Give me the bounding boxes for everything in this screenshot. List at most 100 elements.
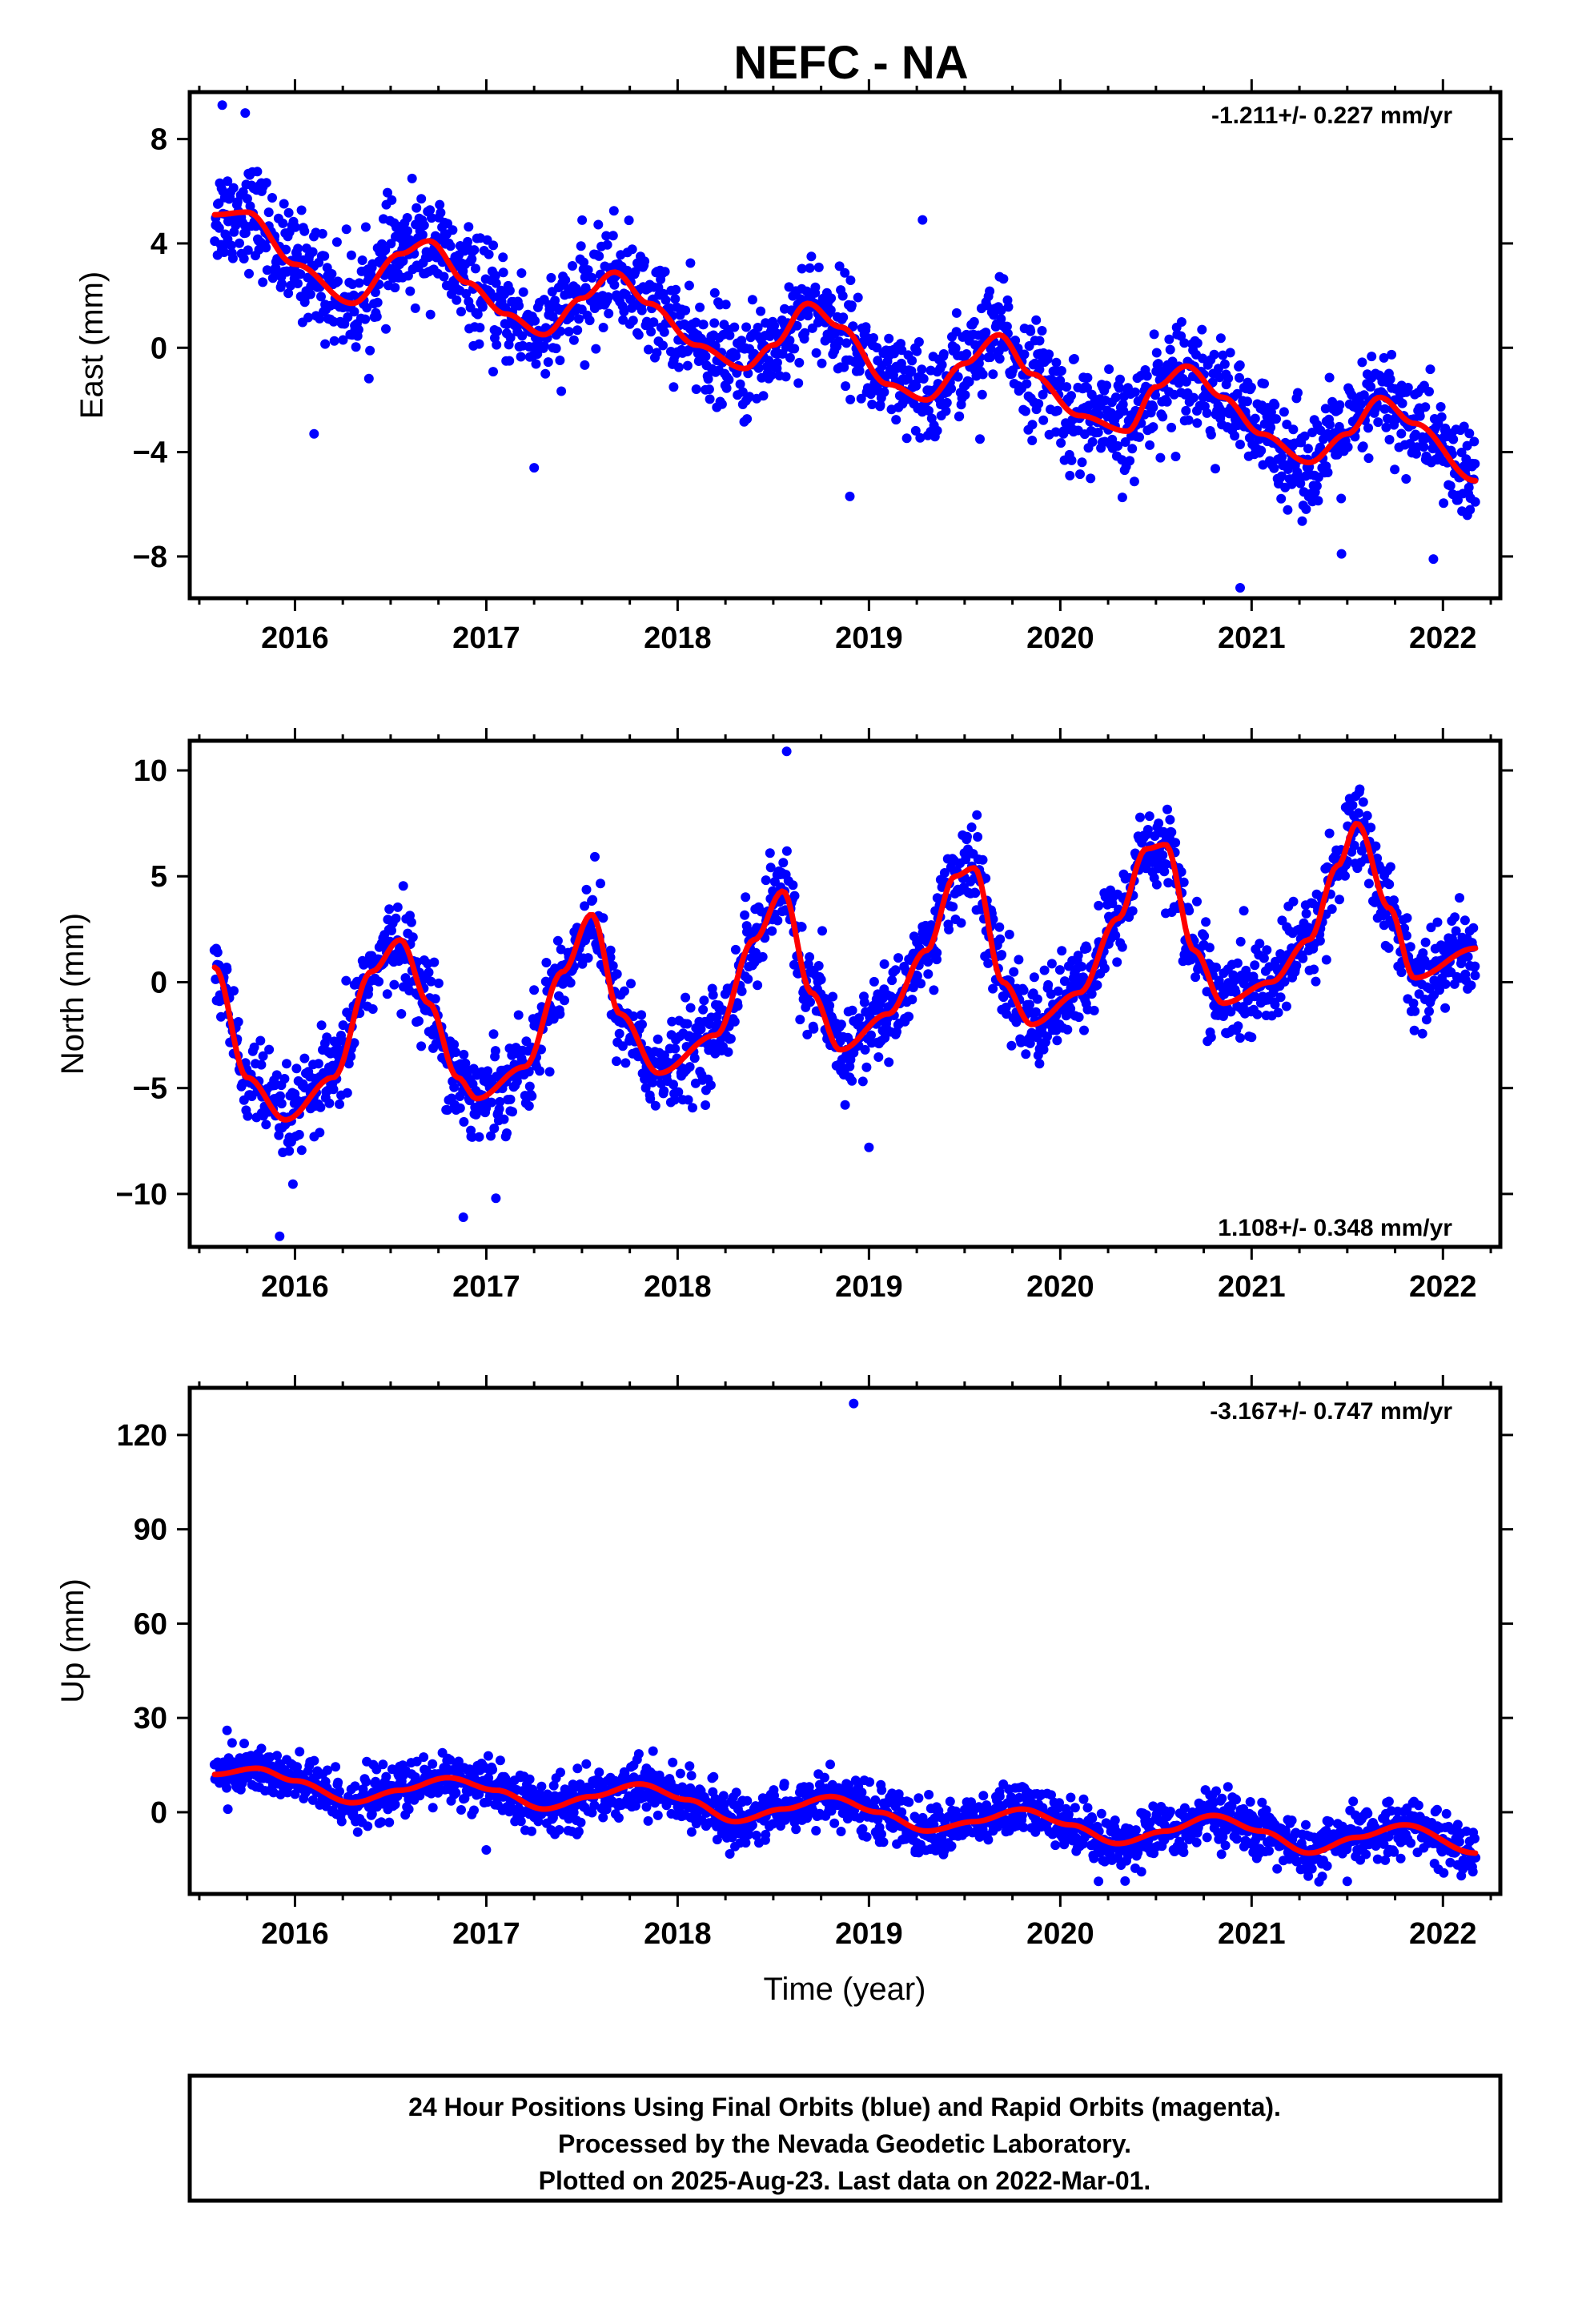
data-point	[1385, 862, 1395, 872]
data-point	[913, 337, 924, 347]
data-point	[1022, 379, 1032, 389]
data-point	[970, 888, 981, 899]
data-point	[414, 1016, 424, 1026]
data-point	[555, 1009, 565, 1019]
data-point	[603, 292, 613, 302]
data-point	[429, 957, 440, 967]
data-point	[484, 249, 494, 259]
data-point	[1021, 406, 1030, 416]
data-point	[580, 360, 590, 370]
data-point	[1046, 959, 1057, 969]
data-point	[825, 1759, 835, 1770]
data-point	[705, 394, 715, 404]
data-point	[978, 369, 988, 380]
outlier-point	[275, 1231, 285, 1241]
data-point	[753, 363, 764, 373]
data-point	[950, 343, 961, 353]
data-point	[1027, 436, 1038, 445]
data-point	[227, 253, 238, 263]
outlier-point	[1065, 470, 1075, 480]
data-point	[463, 236, 473, 247]
data-point	[718, 1791, 729, 1801]
data-point	[267, 193, 277, 203]
data-point	[619, 986, 629, 996]
data-point	[223, 1804, 233, 1815]
data-point	[361, 1776, 371, 1787]
data-point	[1445, 480, 1456, 491]
data-point	[861, 322, 871, 332]
data-point	[499, 1114, 509, 1124]
data-point	[810, 282, 821, 292]
data-point	[568, 261, 577, 271]
data-point	[627, 244, 637, 255]
data-point	[637, 1019, 647, 1030]
data-point	[508, 1107, 517, 1117]
data-point	[398, 881, 408, 891]
data-point	[769, 320, 780, 331]
data-point	[1297, 516, 1307, 526]
data-point	[576, 1817, 586, 1827]
data-point	[753, 323, 763, 332]
x-tick-label: 2017	[452, 621, 520, 655]
data-point	[962, 349, 972, 359]
data-point	[1069, 354, 1079, 364]
data-point	[1366, 382, 1376, 392]
data-point	[1235, 372, 1244, 383]
data-point	[1470, 497, 1480, 507]
data-point	[425, 205, 436, 215]
data-point	[605, 945, 616, 955]
data-point	[879, 959, 889, 969]
data-point	[988, 369, 998, 380]
data-point	[293, 243, 303, 254]
data-point	[806, 251, 817, 262]
data-point	[477, 302, 488, 312]
data-point	[1199, 931, 1210, 941]
data-point	[1087, 436, 1098, 447]
data-point	[870, 1795, 881, 1805]
east-rate-label: -1.211+/- 0.227 mm/yr	[1211, 103, 1452, 129]
data-point	[1164, 334, 1174, 344]
data-point	[1466, 980, 1476, 991]
data-point	[838, 312, 849, 323]
data-point	[357, 255, 367, 265]
data-point	[641, 1802, 652, 1812]
data-point	[490, 271, 500, 281]
y-tick-label: −8	[133, 541, 167, 574]
data-point	[1397, 398, 1407, 408]
data-point	[1079, 1025, 1089, 1035]
data-point	[1102, 380, 1112, 391]
data-point	[343, 312, 353, 322]
data-point	[1117, 942, 1127, 952]
data-point	[685, 258, 696, 268]
data-point	[240, 227, 251, 238]
data-point	[1460, 915, 1470, 926]
data-point	[551, 344, 561, 354]
data-point	[1439, 498, 1449, 509]
data-point	[419, 1752, 429, 1763]
data-point	[1107, 434, 1118, 444]
data-point	[461, 288, 472, 299]
data-point	[972, 810, 982, 820]
data-point	[527, 1091, 537, 1101]
data-point	[474, 1132, 484, 1142]
data-point	[410, 303, 420, 313]
data-point	[1026, 326, 1036, 336]
data-point	[1235, 440, 1245, 449]
data-point	[1448, 434, 1459, 444]
data-point	[951, 327, 962, 337]
data-point	[608, 231, 618, 241]
data-point	[1218, 350, 1228, 360]
data-point	[841, 381, 851, 392]
data-point	[853, 292, 863, 303]
data-point	[845, 394, 856, 404]
data-point	[1367, 352, 1377, 362]
data-point	[1021, 1049, 1031, 1059]
data-point	[1115, 374, 1125, 384]
data-point	[500, 303, 511, 313]
data-point	[1255, 939, 1265, 949]
data-point	[349, 307, 359, 317]
data-point	[1038, 415, 1049, 425]
data-point	[1424, 387, 1434, 396]
data-point	[765, 862, 776, 873]
